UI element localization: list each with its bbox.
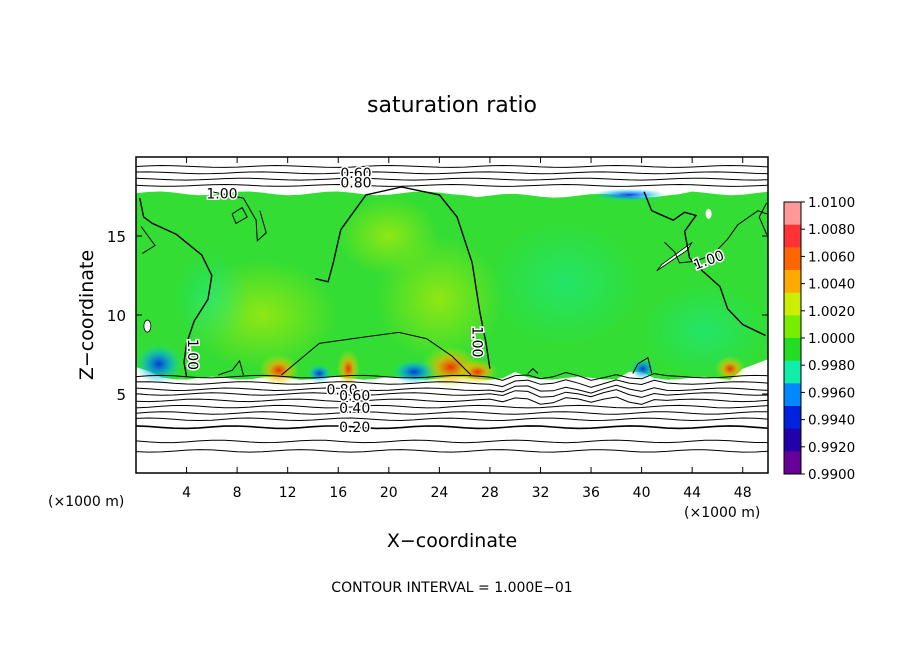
y-tick-label: 5	[116, 386, 126, 404]
lower-contour	[136, 449, 768, 453]
chart-title: saturation ratio	[367, 93, 537, 118]
x-tick-label: 28	[481, 485, 499, 501]
contour-label: 1.00	[206, 186, 237, 202]
field-blob	[258, 354, 300, 387]
colorbar-swatch	[784, 383, 801, 407]
contour-1.00	[281, 331, 472, 376]
field-blob	[391, 359, 437, 385]
contour-interval-note: CONTOUR INTERVAL = 1.000E−01	[331, 580, 572, 596]
colorbar-swatch	[784, 315, 801, 339]
x-tick-label: 16	[329, 485, 347, 501]
colorbar-label: 1.0080	[808, 222, 855, 238]
x-tick-label: 48	[734, 485, 752, 501]
field-blob	[136, 343, 183, 385]
colorbar-swatch	[784, 292, 801, 316]
x-tick-label: 12	[279, 485, 297, 501]
colorbar-label: 1.0060	[808, 249, 855, 265]
field-blob	[641, 283, 768, 379]
lower-contour	[136, 411, 768, 415]
contour-1.00	[527, 368, 539, 374]
contour-1.00	[632, 356, 653, 374]
x-unit-right: (×1000 m)	[684, 505, 760, 521]
lower-contour	[136, 389, 768, 398]
x-tick-label: 36	[582, 485, 600, 501]
contour-label: 1.00	[184, 339, 200, 370]
colorbar: 1.0100 1.0080 1.0060 1.0040 1.0020 1.0000 0.99…	[783, 195, 855, 483]
field-blob	[457, 359, 498, 385]
contour-label: 0.80	[326, 382, 357, 398]
colorbar-swatch	[784, 224, 801, 248]
colorbar-swatch	[784, 202, 801, 226]
plot-area	[136, 157, 768, 473]
hole	[143, 319, 152, 333]
contour-1.00	[218, 359, 244, 376]
x-tick-label: 40	[633, 485, 651, 501]
contour-1.00	[664, 210, 767, 264]
colorbar-label: 0.9920	[808, 440, 855, 456]
contour-1.00	[758, 202, 768, 235]
lower-contour	[136, 425, 768, 430]
colorbar-label: 1.0000	[808, 331, 855, 347]
lower-contour	[136, 396, 768, 405]
colorbar-label: 1.0020	[808, 304, 855, 320]
upper-contour	[136, 177, 768, 181]
x-axis-label: X−coordinate	[387, 530, 517, 552]
hole	[656, 241, 693, 272]
colorbar-label: 0.9980	[808, 358, 855, 374]
lower-contour	[136, 371, 768, 381]
upper-contour	[136, 164, 768, 168]
contour-1.00	[139, 197, 213, 377]
colorbar-label: 0.9960	[808, 385, 855, 401]
colorbar-label: 1.0100	[808, 195, 855, 211]
field-blob	[306, 363, 332, 383]
hole	[705, 208, 712, 219]
contour-1.00	[140, 226, 156, 254]
x-tick-label: 32	[532, 485, 550, 501]
y-tick-label: 15	[107, 228, 126, 246]
lower-contour	[136, 379, 768, 388]
field-blob	[591, 188, 667, 202]
colorbar-swatch	[784, 338, 801, 362]
field-blob	[489, 220, 642, 347]
contour-label: 0.60	[340, 166, 371, 182]
contour-1.00	[231, 206, 248, 225]
colorbar-swatch	[784, 247, 801, 271]
upper-contour	[136, 183, 768, 187]
field-blob	[338, 196, 440, 276]
field-blob	[336, 349, 360, 388]
contour-label: 1.00	[468, 326, 484, 357]
contour-label: 0.80	[340, 175, 371, 191]
upper-contour	[136, 171, 768, 175]
lower-contour	[136, 417, 768, 422]
lower-contour	[136, 404, 768, 409]
lower-contour	[136, 384, 768, 394]
colorbar-swatch	[784, 428, 801, 452]
colorbar-swatch	[784, 270, 801, 294]
colorbar-label: 0.9940	[808, 413, 855, 429]
x-tick-label: 8	[233, 485, 242, 501]
lower-contour	[136, 439, 768, 444]
colorbar-swatch	[784, 360, 801, 384]
colorbar-label: 1.0040	[808, 277, 855, 293]
y-axis-label: Z−coordinate	[76, 250, 98, 380]
x-unit-left: (×1000 m)	[48, 494, 124, 510]
contour-label: 0.60	[339, 389, 370, 405]
colorbar-swatch	[784, 451, 801, 475]
field-blob	[714, 356, 746, 382]
x-tick-label: 20	[380, 485, 398, 501]
contour-label: 0.20	[339, 420, 370, 436]
contour-1.00	[211, 191, 267, 242]
y-tick-label: 10	[107, 307, 126, 325]
contour-1.00	[315, 186, 491, 369]
x-tick-label: 44	[683, 485, 701, 501]
colorbar-swatch	[784, 406, 801, 430]
contour-label: 0.40	[339, 401, 370, 417]
contour-1.00	[643, 191, 766, 337]
field-blob	[173, 251, 250, 347]
x-tick-label: 4	[182, 485, 191, 501]
x-tick-label: 24	[430, 485, 448, 501]
colorbar-label: 0.9900	[808, 467, 855, 483]
